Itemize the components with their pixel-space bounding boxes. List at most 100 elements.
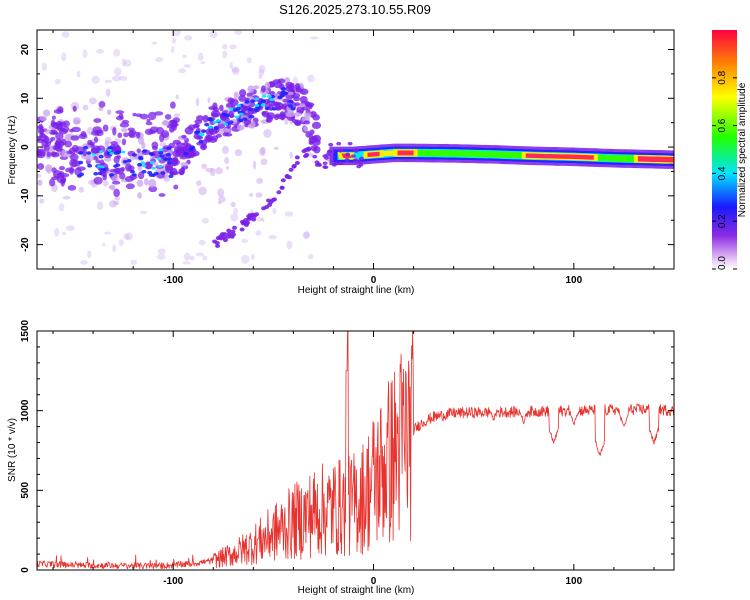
rising-branch-blob xyxy=(307,103,313,110)
rising-branch-blob xyxy=(300,106,309,111)
y-tick-label: 10 xyxy=(20,92,31,104)
left-cloud-blob xyxy=(50,119,56,128)
left-cloud-blob xyxy=(148,111,157,121)
rising-branch-blob xyxy=(270,99,276,107)
left-cloud-core xyxy=(83,145,89,150)
noise-speck xyxy=(255,230,262,236)
left-cloud-core xyxy=(141,169,147,174)
rising-branch-blob xyxy=(287,91,294,96)
left-cloud-peak xyxy=(96,164,102,168)
rising-branch-blob xyxy=(305,130,311,138)
descending-branch-blob xyxy=(230,229,236,234)
rising-branch-blob xyxy=(260,85,266,93)
noise-speck xyxy=(156,253,166,260)
noise-speck xyxy=(178,68,187,74)
rising-branch-core xyxy=(279,93,285,98)
ridge-start-blob xyxy=(338,161,344,166)
rising-branch-blob xyxy=(224,132,233,137)
noise-speck xyxy=(221,145,229,155)
noise-speck xyxy=(289,151,293,159)
left-cloud-blob xyxy=(102,170,108,178)
left-cloud-peak xyxy=(158,164,163,168)
left-cloud-peak xyxy=(140,161,145,165)
noise-speck xyxy=(200,61,206,65)
noise-speck xyxy=(183,252,191,261)
left-cloud-blob xyxy=(48,178,56,187)
left-cloud-blob xyxy=(37,127,44,135)
left-cloud-blob xyxy=(38,123,43,129)
noise-speck xyxy=(196,180,202,186)
left-cloud-blob xyxy=(170,119,178,124)
rising-branch-blob xyxy=(265,118,271,123)
left-cloud-blob xyxy=(119,122,130,128)
rising-branch-blob xyxy=(275,105,284,110)
noise-speck xyxy=(197,52,204,61)
left-cloud-blob xyxy=(113,188,120,198)
left-cloud-blob xyxy=(85,155,94,162)
x-tick-label: 0 xyxy=(371,275,377,286)
left-cloud-peak xyxy=(91,153,96,157)
noise-speck xyxy=(292,76,298,86)
descending-branch-blob xyxy=(279,185,285,190)
left-cloud-blob xyxy=(53,170,62,179)
noise-speck xyxy=(157,248,166,255)
left-cloud-core xyxy=(122,159,128,164)
colorbar-label: Normalized spectral amplitude xyxy=(737,82,748,217)
rising-branch-core xyxy=(288,99,294,104)
noise-speck xyxy=(82,49,88,59)
left-cloud-core xyxy=(160,171,166,175)
descending-branch-blob xyxy=(276,190,282,195)
noise-speck xyxy=(229,44,237,50)
colorbar-tick-label: 0.8 xyxy=(717,70,728,84)
noise-speck xyxy=(78,186,85,193)
noise-speck xyxy=(302,231,310,240)
noise-speck xyxy=(272,207,277,215)
left-cloud-core xyxy=(113,164,119,168)
left-cloud-blob xyxy=(154,111,164,116)
left-cloud-core xyxy=(126,158,132,163)
left-cloud-blob xyxy=(55,132,64,140)
noise-speck xyxy=(151,41,158,45)
rising-branch-blob xyxy=(233,91,239,100)
ridge-start-blob xyxy=(312,154,318,159)
noise-speck xyxy=(113,48,121,57)
noise-speck xyxy=(54,227,60,237)
left-cloud-blob xyxy=(37,148,42,157)
left-cloud-blob xyxy=(53,109,64,114)
left-cloud-blob xyxy=(125,183,135,190)
descending-branch-blob xyxy=(239,219,245,224)
left-cloud-blob xyxy=(92,155,98,161)
left-cloud-blob xyxy=(111,180,121,185)
left-cloud-blob xyxy=(87,139,93,146)
rising-branch-core xyxy=(250,99,256,103)
rising-branch-core xyxy=(247,107,254,112)
noise-speck xyxy=(250,253,255,260)
rising-branch-core xyxy=(188,147,194,152)
left-cloud-blob xyxy=(104,140,110,148)
rising-branch-peak xyxy=(261,94,267,98)
noise-speck xyxy=(202,217,209,224)
rising-branch-blob xyxy=(194,123,200,128)
left-cloud-blob xyxy=(164,113,172,120)
left-cloud-blob xyxy=(93,136,99,144)
left-cloud-blob xyxy=(119,172,126,180)
noise-speck xyxy=(246,57,252,64)
noise-speck xyxy=(255,192,263,198)
left-cloud-blob xyxy=(80,131,87,138)
descending-branch-blob xyxy=(294,155,300,160)
noise-speck xyxy=(222,50,228,59)
rising-branch-blob xyxy=(195,135,203,140)
noise-speck xyxy=(230,201,236,208)
left-cloud-blob xyxy=(54,140,60,150)
noise-speck xyxy=(189,255,195,261)
rising-branch-blob xyxy=(299,96,308,103)
left-cloud-blob xyxy=(115,115,124,121)
rising-branch-blob xyxy=(208,128,215,134)
rising-branch-blob xyxy=(204,134,212,143)
left-cloud-blob xyxy=(72,105,77,112)
rising-branch-core xyxy=(232,108,238,112)
ridge-start-blob xyxy=(317,163,323,167)
ridge-start-blob xyxy=(326,150,332,154)
